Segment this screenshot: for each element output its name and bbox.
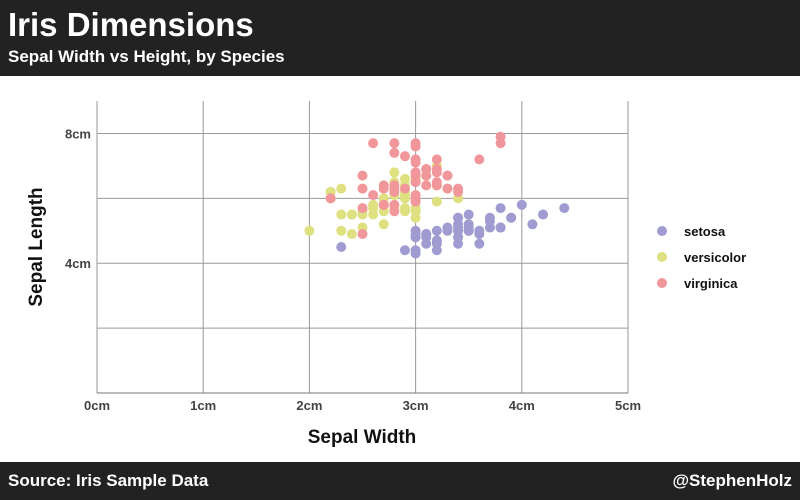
legend-marker-versicolor <box>657 252 667 262</box>
data-point-setosa <box>453 222 464 233</box>
data-point-virginica <box>474 154 485 165</box>
data-point-virginica <box>421 180 432 191</box>
data-point-versicolor <box>304 225 315 236</box>
data-point-setosa <box>442 225 453 236</box>
data-point-setosa <box>453 212 464 223</box>
data-point-versicolor <box>431 196 442 207</box>
x-tick-label: 4cm <box>509 398 535 413</box>
data-point-virginica <box>399 151 410 162</box>
data-point-virginica <box>495 131 506 142</box>
data-point-virginica <box>431 154 442 165</box>
data-point-setosa <box>431 225 442 236</box>
data-point-virginica <box>453 186 464 197</box>
header-banner: Iris Dimensions Sepal Width vs Height, b… <box>0 0 800 76</box>
data-point-versicolor <box>368 199 379 210</box>
data-point-setosa <box>495 203 506 214</box>
chart-title: Iris Dimensions <box>8 6 254 43</box>
legend-label-versicolor: versicolor <box>684 250 746 265</box>
data-point-setosa <box>431 238 442 249</box>
data-point-versicolor <box>336 225 347 236</box>
x-tick-label: 1cm <box>190 398 216 413</box>
data-point-virginica <box>378 183 389 194</box>
legend-label-setosa: setosa <box>684 224 726 239</box>
legend-marker-setosa <box>657 226 667 236</box>
source-credit: Source: Iris Sample Data <box>8 471 209 490</box>
data-point-virginica <box>442 183 453 194</box>
data-point-setosa <box>527 219 538 230</box>
data-point-setosa <box>495 222 506 233</box>
data-point-setosa <box>410 245 421 256</box>
x-tick-label: 2cm <box>296 398 322 413</box>
y-axis-title: Sepal Length <box>26 187 47 306</box>
data-point-virginica <box>389 147 400 158</box>
data-point-setosa <box>463 209 474 220</box>
x-axis-title: Sepal Width <box>308 427 417 448</box>
data-point-virginica <box>410 154 421 165</box>
data-point-virginica <box>357 229 368 240</box>
data-point-setosa <box>506 212 517 223</box>
data-point-versicolor <box>346 229 357 240</box>
data-point-setosa <box>559 203 570 214</box>
footer-banner: Source: Iris Sample Data @StephenHolz <box>0 462 800 500</box>
data-point-virginica <box>431 167 442 178</box>
grid-lines <box>96 101 629 393</box>
data-point-virginica <box>442 170 453 181</box>
legend-marker-virginica <box>657 278 667 288</box>
data-point-versicolor <box>378 219 389 230</box>
data-point-setosa <box>463 225 474 236</box>
x-tick-label: 5cm <box>615 398 641 413</box>
data-point-virginica <box>410 177 421 188</box>
legend-label-virginica: virginica <box>684 276 738 291</box>
x-tick-label: 3cm <box>403 398 429 413</box>
data-point-versicolor <box>399 203 410 214</box>
data-point-virginica <box>399 183 410 194</box>
data-point-virginica <box>410 196 421 207</box>
data-point-setosa <box>399 245 410 256</box>
x-tick-label: 0cm <box>84 398 110 413</box>
data-point-versicolor <box>336 209 347 220</box>
legend: setosa versicolor virginica <box>657 224 746 291</box>
data-point-setosa <box>474 238 485 249</box>
data-point-virginica <box>431 180 442 191</box>
author-handle: @StephenHolz <box>672 471 792 490</box>
data-point-virginica <box>378 199 389 210</box>
data-point-virginica <box>410 138 421 149</box>
data-point-virginica <box>357 170 368 181</box>
data-point-setosa <box>516 199 527 210</box>
data-point-virginica <box>389 183 400 194</box>
data-point-virginica <box>368 190 379 201</box>
chart-subtitle: Sepal Width vs Height, by Species <box>8 47 285 66</box>
data-point-virginica <box>325 193 336 204</box>
data-point-setosa <box>336 242 347 252</box>
y-tick-label: 8cm <box>65 126 91 141</box>
data-point-versicolor <box>389 167 400 178</box>
data-point-setosa <box>474 229 485 240</box>
tick-labels: 0cm 1cm 2cm 3cm 4cm 5cm 4cm 8cm <box>65 126 641 413</box>
data-points <box>304 131 570 259</box>
data-point-setosa <box>410 232 421 243</box>
data-point-versicolor <box>346 209 357 220</box>
data-point-setosa <box>421 229 432 240</box>
data-point-virginica <box>389 206 400 217</box>
data-point-virginica <box>368 138 379 149</box>
data-point-versicolor <box>336 183 347 194</box>
y-tick-label: 4cm <box>65 256 91 271</box>
data-point-setosa <box>538 209 549 220</box>
data-point-versicolor <box>368 209 379 220</box>
data-point-virginica <box>389 138 400 149</box>
data-point-virginica <box>357 183 368 194</box>
data-point-setosa <box>484 216 495 227</box>
data-point-virginica <box>421 164 432 175</box>
data-point-virginica <box>357 203 368 214</box>
